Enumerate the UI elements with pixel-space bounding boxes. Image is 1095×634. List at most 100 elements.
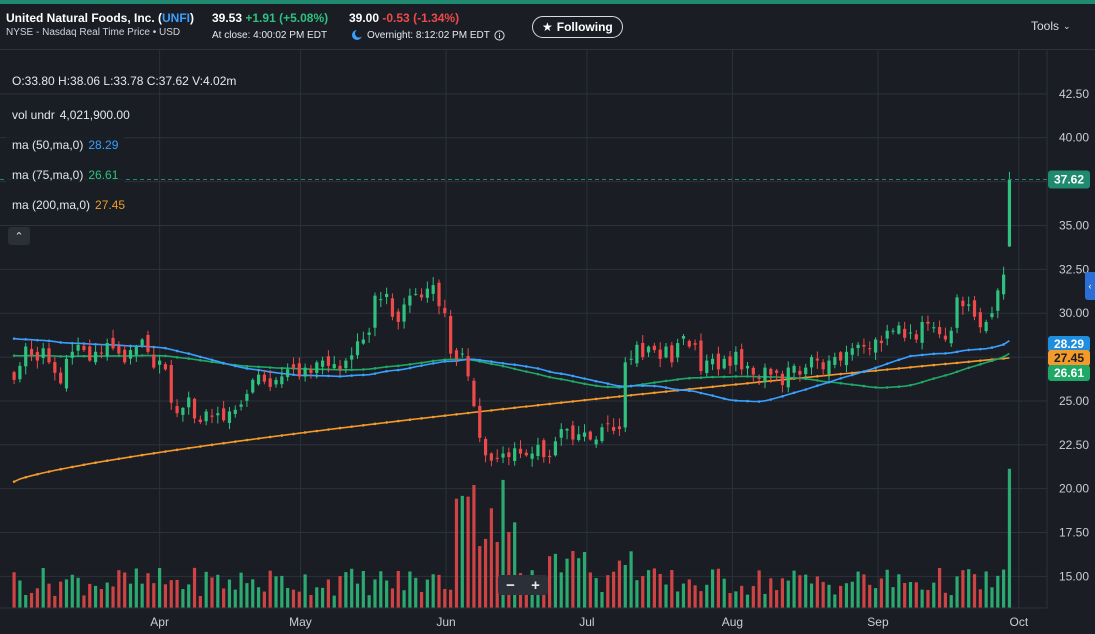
ma200-line-dot [571, 400, 575, 403]
candle-body [111, 337, 115, 349]
ma50-line-dot [536, 367, 540, 370]
candle-body [996, 290, 1000, 311]
ma200-legend[interactable]: ma (200,ma,0) 27.45 [6, 196, 132, 214]
candle-body [705, 360, 709, 374]
volume-bar [932, 582, 936, 608]
ma75-line-dot [175, 356, 179, 359]
ma200-line-dot [292, 432, 295, 436]
candle-body [489, 453, 493, 461]
volume-legend[interactable]: vol undr 4,021,900.00 [6, 106, 136, 124]
volume-bar [361, 570, 365, 608]
ma50-line-dot [769, 398, 773, 401]
volume-bar [64, 579, 69, 608]
ma75-line-dot [525, 370, 528, 373]
candle-body [192, 398, 197, 419]
candle-body [128, 350, 133, 359]
volume-bar [472, 484, 476, 608]
ma200-line-dot [909, 365, 912, 369]
candle-body [268, 378, 272, 387]
volume-bar [990, 587, 994, 608]
candle-body [53, 362, 57, 373]
info-icon[interactable] [494, 29, 505, 41]
volume-bar [827, 584, 831, 608]
volume-bar [99, 589, 103, 608]
side-panel-toggle[interactable]: ‹ [1085, 272, 1095, 300]
close-change-pct: (+5.08%) [279, 11, 329, 25]
volume-bar [821, 581, 825, 608]
collapse-legend-button[interactable]: ⌃ [8, 227, 30, 245]
ma-label: 27.45 [1054, 351, 1084, 365]
candle-body [745, 365, 750, 369]
ma200-line-dot [420, 417, 423, 420]
ma200-line-dot [885, 368, 889, 371]
ticker-symbol[interactable]: UNFI [162, 11, 191, 25]
ma-label-bg [1048, 364, 1090, 381]
volume-bar [681, 583, 686, 608]
volume-bar [850, 581, 854, 608]
volume-bar [385, 580, 389, 608]
ma75-line-dot [350, 368, 353, 372]
candle-body [175, 406, 179, 414]
volume-bar [745, 594, 750, 608]
candle-body [204, 411, 208, 422]
ma50-line-dot [385, 369, 388, 373]
ma75-line-dot [979, 363, 982, 366]
zoom-in-button[interactable]: + [531, 576, 540, 594]
volume-bar [35, 588, 39, 608]
ma200-line-dot [513, 406, 516, 410]
y-tick-label: 35.00 [1059, 218, 1089, 232]
candle-body [414, 293, 418, 295]
candle-body [1002, 274, 1006, 295]
volume-bar [128, 583, 133, 608]
candle-body [431, 285, 435, 294]
candle-body [82, 345, 86, 351]
ma200-line-dot [152, 451, 156, 455]
ma50-line-dot [373, 372, 377, 375]
candle-body [542, 440, 546, 458]
ma50-line-dot [850, 373, 854, 377]
following-button[interactable]: ★ Following [532, 16, 623, 38]
ma200-line-dot [594, 397, 598, 401]
candle-body [978, 312, 982, 328]
price-chart[interactable]: 42.5040.0037.5035.0032.5030.0027.5025.00… [0, 50, 1095, 634]
y-tick-label: 17.50 [1059, 526, 1089, 540]
candle-body [908, 332, 913, 334]
volume-bar [18, 580, 22, 608]
ma50-legend[interactable]: ma (50,ma,0) 28.29 [6, 136, 125, 154]
ma75-legend[interactable]: ma (75,ma,0) 26.61 [6, 166, 125, 184]
zoom-out-button[interactable]: − [506, 576, 515, 594]
candle-body [483, 439, 488, 456]
volume-bar [885, 569, 889, 608]
volume-bar [175, 579, 179, 608]
candle-body [158, 360, 162, 365]
ma200-line-dot [967, 360, 970, 364]
ma50-line-dot [36, 338, 39, 342]
ma50-line-dot [594, 379, 598, 383]
ma200-line-dot [664, 390, 668, 393]
candle-body [140, 339, 144, 346]
candle-body [274, 379, 278, 385]
candle-body [967, 304, 971, 306]
ma200-line-dot [734, 383, 738, 386]
ma-label-bg [1048, 335, 1090, 352]
candle-body [553, 441, 558, 456]
candle-body [932, 327, 936, 329]
candle-body [792, 365, 796, 373]
ma200-line-dot [245, 438, 249, 442]
tools-menu-button[interactable]: Tools ⌄ [1031, 19, 1071, 33]
volume-bar [443, 588, 447, 608]
volume-bar [379, 571, 383, 608]
ma75-line-dot [885, 386, 889, 389]
volume-bar [169, 580, 173, 608]
candle-body [856, 344, 860, 348]
last-price-label: 37.62 [1054, 172, 1084, 186]
ma50-legend-value: 28.29 [88, 138, 119, 152]
ma75-line-dot [944, 374, 947, 377]
ma200-line-dot [385, 421, 388, 424]
volume-bar [873, 588, 878, 608]
ma75-line-dot [653, 381, 656, 384]
candle-body [472, 380, 476, 407]
candle-body [775, 370, 779, 373]
close-change: +1.91 [245, 11, 276, 25]
